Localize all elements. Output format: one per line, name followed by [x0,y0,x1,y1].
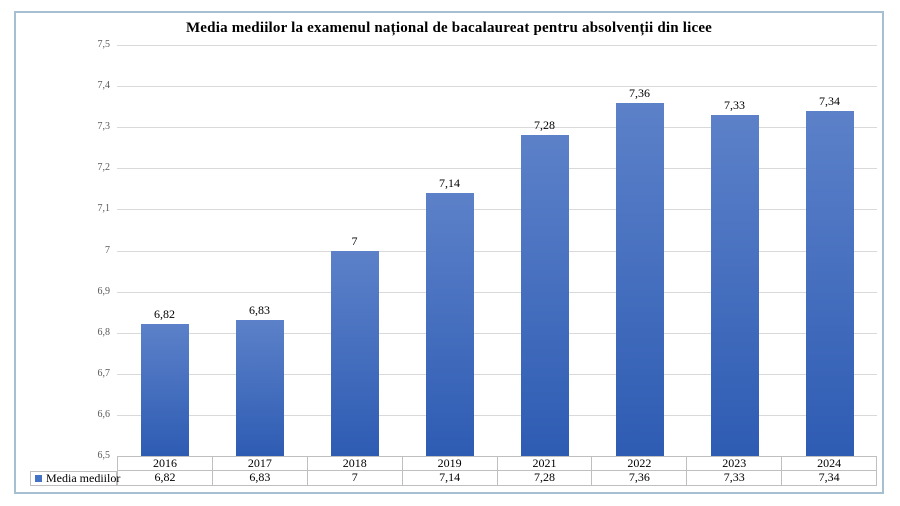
bar-2017 [235,320,284,456]
gridline [117,414,877,416]
bar-value-label: 7,14 [439,175,460,190]
bar-value-label: 7,34 [819,93,840,108]
gridline [117,291,877,293]
bar-2016 [140,324,189,456]
gridline [117,209,877,211]
bar-column-2024: 7,34 [782,45,877,456]
y-tick-label: 6,8 [97,326,111,338]
bar-2018 [330,250,379,456]
gridline [117,373,877,375]
legend-label: Media mediilor [46,471,121,485]
bar-value-label: 6,82 [154,307,175,322]
y-tick-label: 7,4 [97,80,111,92]
gridline [117,168,877,170]
gridline [117,45,877,46]
table-value-cell: 6,83 [211,471,307,485]
table-year-cell: 2016 [117,457,212,470]
table-value-cell: 7,14 [401,471,497,485]
table-year-cell: 2021 [496,457,592,470]
data-table-category-row: 2016 2017 2018 2019 2021 2022 2023 2024 [117,456,877,471]
bar-value-label: 7,33 [724,97,745,112]
bar-column-2017: 6,83 [212,45,307,456]
table-value-cell: 7,28 [496,471,592,485]
bar-2023 [710,114,759,456]
y-tick-label: 6,9 [97,285,111,297]
y-tick-label: 6,7 [97,367,111,379]
bar-column-2021: 7,28 [497,45,592,456]
y-axis: 7,5 7,4 7,3 7,2 7,1 7 6,9 6,8 6,7 6,6 6,5 [16,39,111,461]
table-value-cell: 7,34 [781,471,877,485]
table-year-cell: 2019 [401,457,497,470]
table-year-cell: 2018 [306,457,402,470]
table-year-cell: 2023 [686,457,781,470]
legend: Media mediilor [30,471,121,486]
y-tick-label: 7,1 [97,203,111,215]
table-year-cell: 2017 [211,457,307,470]
table-value-cell: 6,82 [117,471,212,485]
gridline [117,127,877,129]
bar-column-2016: 6,82 [117,45,212,456]
bar-column-2022: 7,36 [592,45,687,456]
bar-value-label: 7,36 [629,85,650,100]
bar-column-2018: 7 [307,45,402,456]
bar-2022 [615,102,664,456]
bar-2021 [520,135,569,456]
bar-value-label: 7 [351,233,358,248]
gridline [117,250,877,252]
table-value-cell: 7,33 [686,471,781,485]
data-table-values-row: 6,82 6,83 7 7,14 7,28 7,36 7,33 7,34 [117,471,877,486]
bar-value-label: 7,28 [534,118,555,133]
table-value-cell: 7 [306,471,402,485]
y-tick-label: 7,3 [97,121,111,133]
legend-key-swatch [35,475,42,482]
y-tick-label: 7,5 [97,39,111,50]
chart-title: Media mediilor la examenul național de b… [185,20,713,36]
bar-column-2019: 7,14 [402,45,497,456]
gridline [117,86,877,88]
y-tick-label: 6,6 [97,408,111,420]
bar-column-2023: 7,33 [687,45,782,456]
bar-value-label: 6,83 [249,303,270,318]
bar-2019 [425,192,474,456]
bar-series: 6,82 6,83 7 7,14 7,28 7,36 7,33 7,34 [117,45,877,456]
chart-frame: Media mediilor la examenul național de b… [14,11,884,494]
y-tick-label: 7,2 [97,162,111,174]
y-tick-label: 6,5 [97,450,111,461]
table-year-cell: 2024 [781,457,877,470]
table-value-cell: 7,36 [591,471,686,485]
y-tick-label: 7 [105,244,110,256]
table-year-cell: 2022 [591,457,686,470]
gridline [117,332,877,334]
bar-2024 [805,110,854,456]
plot-area: 6,82 6,83 7 7,14 7,28 7,36 7,33 7,34 [117,45,877,457]
